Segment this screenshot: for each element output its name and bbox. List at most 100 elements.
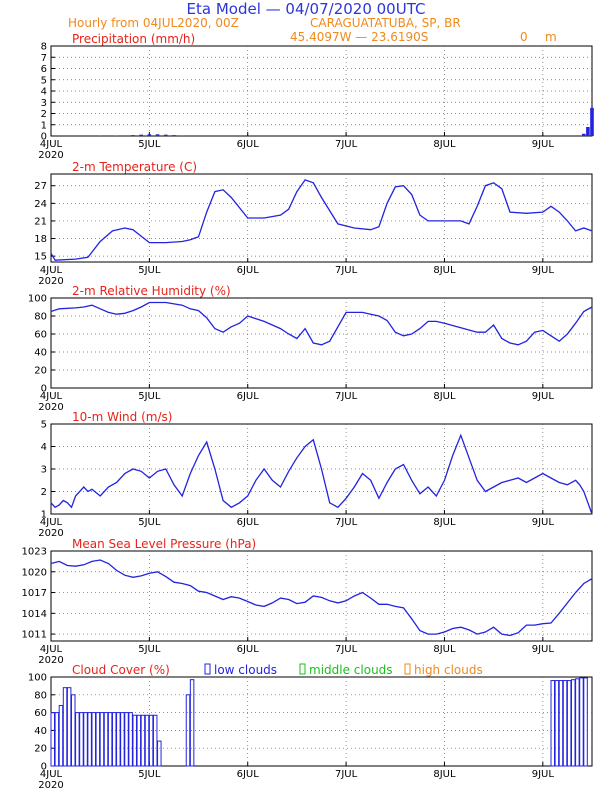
data-point	[165, 302, 167, 303]
data-point	[509, 211, 511, 213]
data-point	[591, 306, 593, 308]
data-point	[542, 330, 544, 331]
data-point	[91, 561, 93, 562]
data-point	[460, 327, 462, 329]
data-point	[149, 242, 150, 244]
data-point	[444, 631, 445, 633]
data-point	[493, 324, 494, 326]
data-point	[288, 333, 290, 335]
data-point	[517, 632, 519, 634]
y-tick-label: 1011	[22, 630, 47, 641]
y-tick-label: 0	[41, 384, 47, 395]
precip-bar	[172, 135, 176, 136]
cloud-bar	[95, 712, 101, 767]
subtitle: Hourly from 04JUL2020, 00Z	[68, 16, 239, 30]
data-point	[288, 208, 290, 210]
data-point	[427, 633, 429, 635]
x-year-label: 2020	[38, 780, 63, 791]
data-point	[550, 335, 552, 337]
data-point	[312, 439, 314, 441]
data-point	[230, 506, 232, 508]
data-point	[411, 479, 413, 481]
y-tick-label: 5	[41, 420, 47, 431]
data-point	[132, 229, 134, 231]
data-point	[181, 241, 183, 242]
cloud-bar	[111, 712, 117, 767]
x-tick-label: 5JUL	[138, 391, 161, 402]
panel-title: 10-m Wind (m/s)	[72, 410, 172, 424]
data-point	[116, 570, 117, 571]
data-point	[411, 194, 413, 195]
cloud-bar	[79, 712, 84, 767]
precip-bar	[582, 133, 586, 136]
panel-title: Cloud Cover (%)	[72, 663, 170, 677]
data-point	[99, 559, 101, 561]
data-point	[550, 622, 552, 624]
cloud-bar	[554, 680, 560, 767]
data-point	[345, 600, 347, 602]
data-point	[112, 230, 113, 232]
data-point	[280, 597, 281, 599]
cloud-bar	[148, 714, 154, 767]
data-point	[99, 495, 101, 497]
data-point	[403, 464, 404, 465]
cloud-bar	[144, 714, 150, 767]
data-point	[50, 252, 52, 254]
data-point	[321, 344, 322, 346]
cloud-bar	[136, 714, 142, 767]
y-tick-label: 6	[41, 64, 47, 75]
data-point	[198, 455, 199, 456]
data-point	[558, 482, 560, 483]
data-point	[255, 604, 257, 606]
cloud-bar	[50, 712, 55, 767]
plot-frame	[50, 173, 593, 263]
data-point	[124, 227, 126, 229]
data-point	[58, 561, 60, 562]
data-point	[526, 624, 527, 626]
data-point	[501, 338, 503, 339]
y-tick-label: 1023	[22, 547, 47, 558]
data-point	[345, 312, 347, 313]
x-tick-label: 8JUL	[433, 769, 456, 780]
data-point	[222, 500, 224, 501]
data-point	[378, 226, 380, 228]
data-point	[247, 217, 249, 219]
data-point	[558, 211, 560, 213]
data-point	[181, 304, 183, 306]
data-point	[394, 606, 396, 607]
data-point	[288, 470, 290, 472]
data-point	[173, 484, 175, 486]
x-tick-label: 7JUL	[335, 644, 358, 655]
data-point	[509, 342, 511, 344]
data-point	[444, 322, 445, 324]
data-point	[189, 585, 191, 586]
data-point	[567, 220, 568, 222]
data-point	[329, 340, 331, 342]
cloud-bar	[70, 694, 76, 767]
cloud-bar	[62, 687, 68, 767]
data-point	[476, 633, 478, 635]
y-tick-label: 2	[41, 109, 47, 120]
data-point	[411, 333, 413, 335]
data-point	[280, 214, 281, 216]
x-tick-label: 6JUL	[237, 391, 260, 402]
precip-bar	[590, 107, 594, 136]
data-point	[370, 229, 372, 231]
data-point	[493, 486, 494, 488]
data-point	[386, 482, 388, 483]
legend-swatch	[404, 663, 411, 675]
data-point	[329, 600, 331, 602]
data-point	[501, 482, 503, 483]
data-point	[263, 468, 265, 470]
data-point	[271, 602, 273, 604]
plot-frame	[50, 550, 593, 642]
x-year-label: 2020	[38, 655, 63, 666]
x-tick-label: 8JUL	[433, 644, 456, 655]
data-point	[214, 328, 216, 329]
data-point	[435, 321, 437, 322]
data-point	[83, 564, 85, 566]
data-point	[71, 506, 72, 508]
data-point	[526, 340, 527, 342]
data-point	[255, 479, 257, 481]
series-line	[50, 433, 593, 515]
